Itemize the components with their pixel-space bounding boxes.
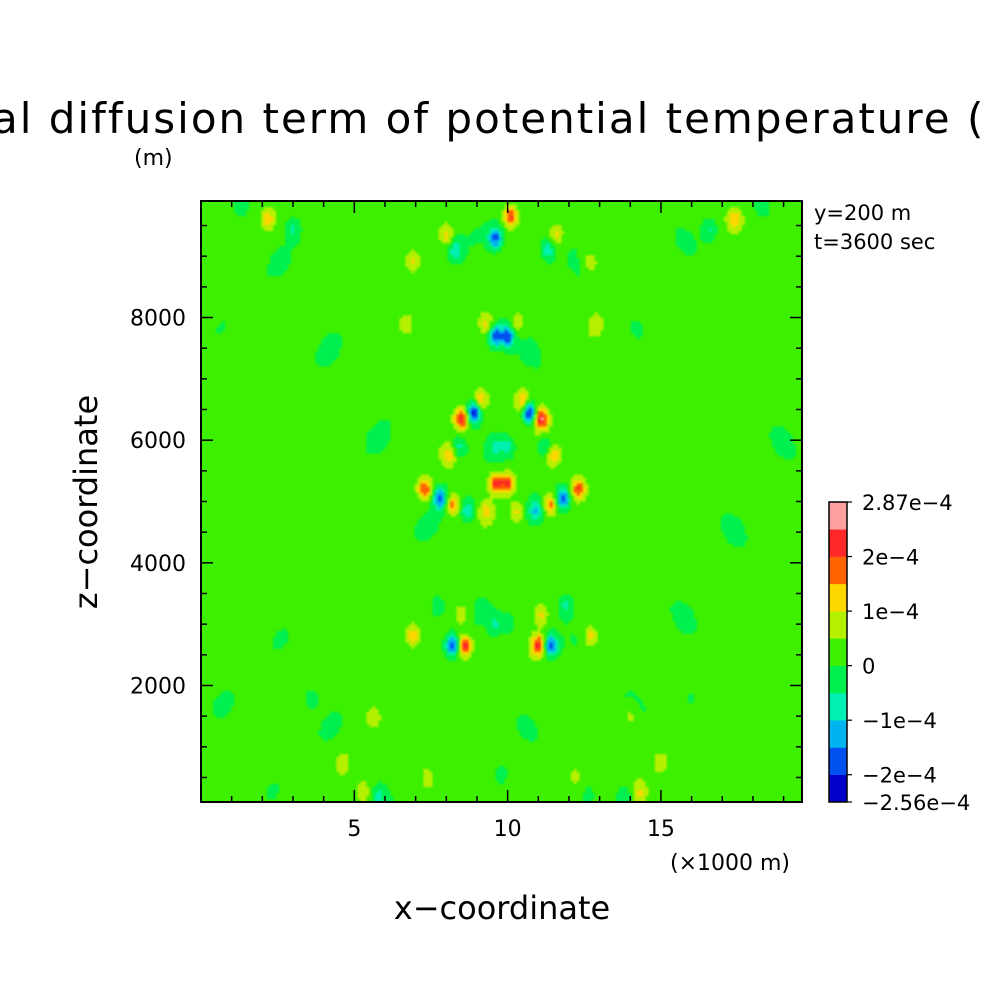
plot-area <box>201 201 802 802</box>
x-unit-label: (×1000 m) <box>670 851 790 876</box>
colorbar-label: 0 <box>862 655 875 679</box>
x-axis-label: x−coordinate <box>394 889 610 927</box>
colorbar-frame <box>828 501 848 803</box>
colorbar-label: −2.56e−4 <box>862 791 970 815</box>
y-tick-label: 6000 <box>130 429 186 454</box>
colorbar-label: 2.87e−4 <box>862 491 953 515</box>
colorbar-swatch <box>829 529 847 557</box>
colorbar-swatch <box>829 611 847 639</box>
colorbar-label: 2e−4 <box>862 546 919 570</box>
colorbar-label: 1e−4 <box>862 600 919 624</box>
colorbar-swatch <box>829 665 847 694</box>
y-tick-label: 2000 <box>130 674 186 699</box>
axis-ticks: 5 10 15 2000 4000 6000 8000 <box>130 201 802 842</box>
colorbar: 2.87e−4 2e−4 1e−4 0 −1e−4 −2e−4 −2.56e−4 <box>828 491 970 815</box>
colorbar-swatch <box>829 502 847 530</box>
colorbar-swatch <box>829 747 847 776</box>
colorbar-swatch <box>829 774 847 803</box>
chart-title: al diffusion term of potential temperatu… <box>0 94 985 143</box>
colorbar-swatch <box>829 583 847 612</box>
y-unit-label: (m) <box>134 146 173 171</box>
colorbar-label: −2e−4 <box>862 764 937 788</box>
colorbar-swatch <box>829 692 847 721</box>
y-tick-label: 4000 <box>130 552 186 577</box>
colorbar-swatch <box>829 720 847 748</box>
y-tick-label: 8000 <box>130 307 186 332</box>
x-tick-label: 15 <box>647 817 675 842</box>
colorbar-swatch <box>829 556 847 585</box>
colorbar-label: −1e−4 <box>862 709 937 733</box>
annotation-y: y=200 m <box>814 201 911 225</box>
x-tick-label: 10 <box>494 817 522 842</box>
colorbar-swatch <box>829 638 847 666</box>
y-axis-label: z−coordinate <box>67 395 105 609</box>
x-tick-label: 5 <box>347 817 361 842</box>
contour-field <box>201 201 802 802</box>
annotation-t: t=3600 sec <box>814 230 935 254</box>
